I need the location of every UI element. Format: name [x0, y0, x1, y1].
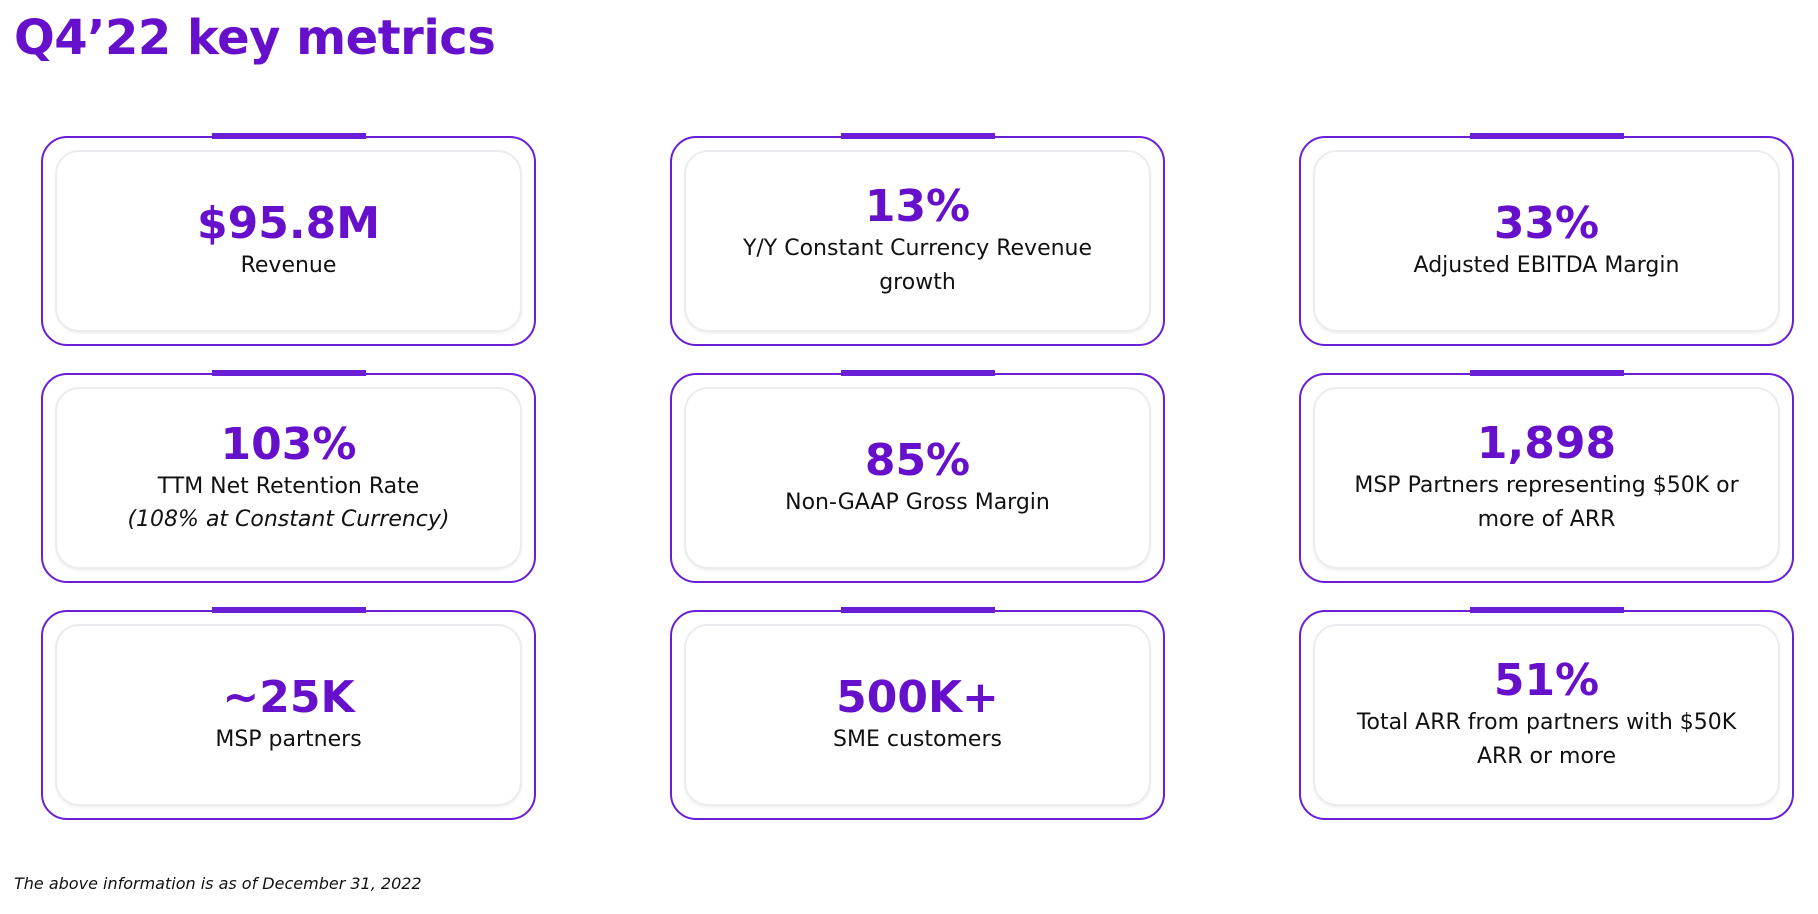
- metric-label: TTM Net Retention Rate: [157, 474, 420, 500]
- metric-label: Total ARR from partners with $50K ARR or…: [1356, 710, 1737, 770]
- card-body: 1,898 MSP Partners representing $50K or m…: [1315, 389, 1778, 567]
- card-body: 13% Y/Y Constant Currency Revenue growth: [686, 152, 1149, 330]
- card-body: ~25K MSP partners: [57, 626, 520, 804]
- metric-label: Adjusted EBITDA Margin: [1413, 253, 1680, 279]
- metric-card: 51% Total ARR from partners with $50K ARR…: [1299, 607, 1794, 820]
- metric-card: 103% TTM Net Retention Rate (108% at Const…: [41, 370, 536, 583]
- card-accent: [840, 133, 995, 139]
- metric-value: 103%: [220, 418, 357, 470]
- metric-label: MSP Partners representing $50K or more o…: [1354, 473, 1739, 533]
- metric-card: 500K+ SME customers: [670, 607, 1165, 820]
- metric-label: Y/Y Constant Currency Revenue growth: [742, 236, 1093, 296]
- card-accent: [211, 607, 366, 613]
- metric-card: 13% Y/Y Constant Currency Revenue growth: [670, 133, 1165, 346]
- card-body: 51% Total ARR from partners with $50K ARR…: [1315, 626, 1778, 804]
- metric-label: Non-GAAP Gross Margin: [785, 490, 1050, 516]
- metric-value: 13%: [864, 180, 971, 232]
- footnote: The above information is as of December …: [14, 874, 422, 893]
- metric-card: $95.8M Revenue: [41, 133, 536, 346]
- card-accent: [211, 133, 366, 139]
- metric-value: $95.8M: [197, 197, 380, 249]
- metric-label: SME customers: [833, 727, 1002, 753]
- metric-value: 85%: [864, 434, 971, 486]
- card-accent: [211, 370, 366, 376]
- metric-value: ~25K: [222, 671, 355, 723]
- metric-card: 1,898 MSP Partners representing $50K or m…: [1299, 370, 1794, 583]
- card-body: 85% Non-GAAP Gross Margin: [686, 389, 1149, 567]
- card-body: 103% TTM Net Retention Rate (108% at Const…: [57, 389, 520, 567]
- card-body: 33% Adjusted EBITDA Margin: [1315, 152, 1778, 330]
- metric-value: 1,898: [1476, 417, 1617, 469]
- page-title: Q4’22 key metrics: [14, 10, 496, 66]
- card-accent: [1469, 607, 1624, 613]
- card-body: $95.8M Revenue: [57, 152, 520, 330]
- metric-note: (108% at Constant Currency): [127, 507, 450, 533]
- metric-value: 500K+: [836, 671, 999, 723]
- metric-label: Revenue: [240, 253, 337, 279]
- metric-value: 33%: [1493, 197, 1600, 249]
- card-accent: [1469, 370, 1624, 376]
- metric-label: MSP partners: [215, 727, 362, 753]
- metrics-grid: $95.8M Revenue 13% Y/Y Constant Currency Re…: [41, 133, 1794, 820]
- card-accent: [840, 607, 995, 613]
- card-accent: [840, 370, 995, 376]
- metric-card: ~25K MSP partners: [41, 607, 536, 820]
- card-accent: [1469, 133, 1624, 139]
- card-body: 500K+ SME customers: [686, 626, 1149, 804]
- metric-card: 33% Adjusted EBITDA Margin: [1299, 133, 1794, 346]
- metric-card: 85% Non-GAAP Gross Margin: [670, 370, 1165, 583]
- metric-value: 51%: [1493, 654, 1600, 706]
